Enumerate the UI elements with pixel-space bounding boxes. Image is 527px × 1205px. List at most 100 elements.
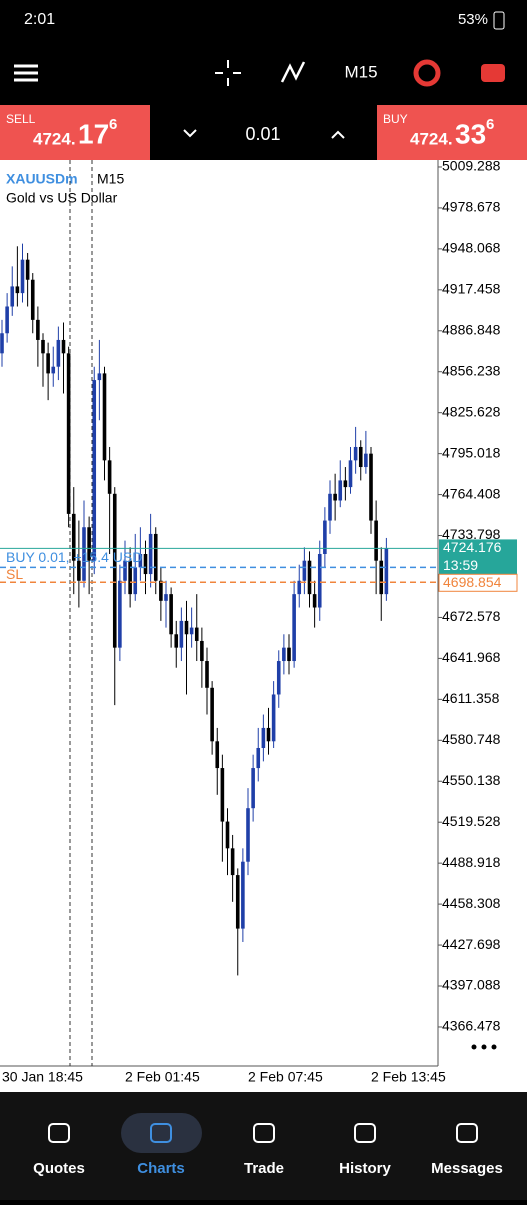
more-icon[interactable] [471,1044,497,1050]
candle-body [118,580,122,648]
candle-body [153,533,158,581]
buy-button[interactable] [377,105,527,160]
candle-body [143,554,148,575]
y-tick-label: 4733.798 [442,526,501,542]
candle-body [51,366,56,374]
lot-size[interactable]: 0.01 [245,124,280,144]
candle-body [97,373,102,381]
candle-body [323,520,327,555]
candle-body [66,353,71,514]
nav-icon[interactable] [354,1123,376,1143]
candle-body [87,527,91,561]
y-tick-label: 4856.238 [442,362,501,378]
sell-price-big: 17 [78,118,109,149]
sell-price-main: 4724. [33,129,76,148]
symbol-description: Gold vs US Dollar [6,190,118,206]
chart-timeframe: M15 [97,171,124,187]
candle-body [246,808,250,862]
candle-body [61,339,66,354]
position-label[interactable]: BUY 0.01, +15.4 USD [6,549,142,565]
candle-body [256,747,261,769]
candle-body [287,647,291,662]
candle-body [333,493,337,501]
nav-label[interactable]: Charts [137,1160,185,1177]
candle-body [215,741,220,769]
sell-label: SELL [6,112,36,126]
candle-body [30,279,35,320]
candle-body [317,554,322,608]
bottom-nav [0,1092,527,1200]
y-tick-label: 4397.088 [442,977,501,993]
nav-icon[interactable] [253,1123,275,1143]
candle-body [10,286,15,307]
lot-down[interactable] [183,129,197,138]
timeframe-button[interactable]: M15 [344,62,377,81]
candle-body [82,527,86,581]
y-tick-label: 4917.458 [442,281,501,297]
trade-icon[interactable] [481,64,505,82]
candle-body [189,627,194,635]
candle-body [123,560,127,581]
candle-body [241,861,245,929]
candle-body [266,727,271,742]
y-tick-label: 4886.848 [442,321,501,337]
nav-selected-pill [121,1113,202,1153]
candle-body [15,286,20,294]
nav-icon[interactable] [456,1123,478,1143]
y-tick-label: 4366.478 [442,1018,501,1034]
candle-body [0,333,4,354]
candle-body [194,627,199,641]
lot-up[interactable] [331,130,345,139]
crosshair-icon[interactable] [215,60,241,86]
candle-body [343,480,348,488]
x-tick-label: 30 Jan 18:45 [2,1069,83,1085]
candle-body [200,640,204,662]
nav-label[interactable]: Messages [431,1160,503,1177]
candle-body [210,687,214,742]
candle-body [276,661,281,695]
candle-body [169,594,173,635]
indicator-icon[interactable] [280,61,306,83]
y-tick-label: 4978.678 [442,199,501,215]
x-tick-label: 2 Feb 07:45 [248,1069,323,1085]
sl-label[interactable]: SL [6,566,23,582]
y-tick-label: 4458.308 [442,895,501,911]
candle-body [338,480,343,501]
candle-body [133,567,138,595]
menu-icon[interactable] [14,64,38,82]
sell-price-small: 6 [109,116,117,133]
y-tick-label: 4611.358 [442,690,500,706]
nav-icon[interactable] [150,1123,172,1143]
candle-body [71,513,76,561]
y-tick-label: 4550.138 [442,772,501,788]
candle-body [20,259,25,294]
bid-price: 4724.176 [443,539,502,555]
nav-label[interactable]: Quotes [33,1160,85,1177]
y-tick-label: 4795.018 [442,444,501,460]
nav-icon[interactable] [48,1123,70,1143]
sell-button[interactable] [0,105,150,160]
candle-body [5,306,9,334]
candle-body [369,453,373,521]
candle-body [148,533,153,575]
candle-body [282,647,286,662]
y-tick-label: 4641.968 [442,649,501,665]
buy-price-small: 6 [486,116,494,133]
candle-body [92,380,97,561]
symbol: XAUUSDm [6,171,78,187]
objects-icon[interactable] [413,59,441,87]
y-tick-label: 4519.528 [442,813,501,829]
x-tick-label: 2 Feb 13:45 [371,1069,446,1085]
bar-countdown: 13:59 [443,557,478,573]
clock: 2:01 [24,11,55,28]
nav-label[interactable]: Trade [244,1160,284,1177]
candle-body [159,580,163,601]
nav-label[interactable]: History [339,1160,391,1177]
buy-price-main: 4724. [410,129,453,148]
buy-price-big: 33 [455,118,486,149]
candle-body [348,460,353,488]
candle-body [179,620,184,648]
candle-body [307,560,312,595]
